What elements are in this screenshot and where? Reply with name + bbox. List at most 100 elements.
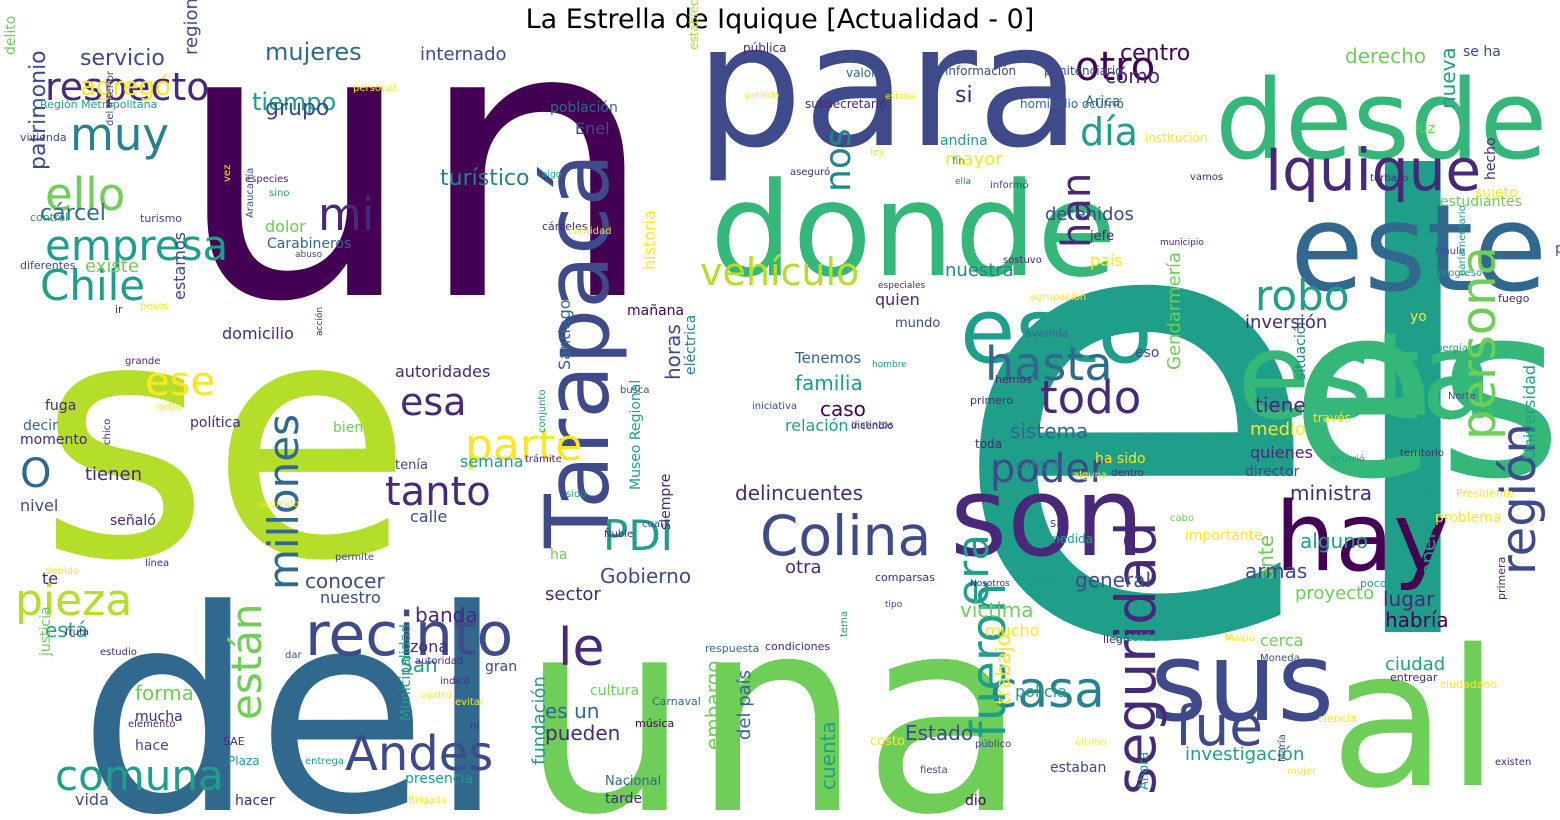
cloud-word: Colina: [760, 504, 931, 568]
cloud-word: sector: [545, 584, 601, 605]
cloud-word: política: [190, 415, 241, 431]
cloud-word: recinto: [305, 600, 513, 670]
cloud-word: nuestra: [945, 260, 1014, 281]
cloud-word: forma: [135, 681, 194, 705]
cloud-word: nuestro: [320, 588, 381, 607]
cloud-word: embargo: [701, 660, 725, 750]
cloud-word: sujeto: [1475, 185, 1518, 201]
cloud-word: O: [20, 451, 51, 497]
cloud-word: energía: [1430, 342, 1468, 354]
cloud-word: nivel: [20, 496, 58, 515]
cloud-word: pesos: [140, 301, 169, 312]
cloud-word: presencia: [405, 771, 473, 787]
cloud-word: millones: [259, 414, 308, 590]
cloud-word: Chile: [40, 261, 145, 310]
cloud-word: hay: [1275, 483, 1450, 593]
cloud-word: historia: [640, 210, 659, 270]
cloud-word: condiciones: [765, 640, 830, 653]
cloud-word: bien: [333, 420, 363, 436]
cloud-word: pueden: [545, 721, 620, 745]
cloud-word: lugar: [1383, 587, 1435, 611]
cloud-word: investigación: [1185, 744, 1304, 765]
cloud-word: jefe: [1089, 229, 1114, 244]
cloud-word: sí: [1050, 516, 1060, 530]
cloud-word: paciente: [1555, 241, 1560, 257]
cloud-word: acción: [314, 307, 325, 336]
cloud-word: Ñuble: [604, 527, 633, 540]
cloud-word: debido: [45, 566, 79, 577]
cloud-word: ciudad: [1385, 654, 1445, 675]
cloud-word: sino: [269, 188, 289, 199]
cloud-word: ciencia: [1318, 712, 1357, 725]
cloud-word: primera: [1495, 557, 1508, 600]
cloud-word: autoridades: [395, 362, 490, 381]
cloud-word: Gendarmería: [1164, 252, 1185, 370]
cloud-word: vamos: [1190, 172, 1223, 183]
cloud-word: delincuentes: [735, 481, 863, 505]
cloud-word: evitar: [455, 697, 485, 708]
cloud-word: son: [950, 453, 1144, 581]
cloud-word: respecto: [45, 65, 210, 109]
cloud-word: subsecretario: [805, 97, 886, 111]
cloud-word: especies: [245, 174, 289, 185]
cloud-word: eléctrica: [683, 315, 699, 375]
cloud-word: trabajo: [991, 634, 1015, 705]
cloud-word: agregó: [80, 72, 171, 102]
cloud-word: hemos: [995, 373, 1032, 386]
cloud-word: estudiantes: [1440, 194, 1522, 210]
cloud-word: mañana: [627, 303, 684, 319]
cloud-word: luz: [1415, 121, 1435, 137]
cloud-word: Tarapacá: [526, 153, 629, 549]
cloud-word: justicia: [38, 606, 54, 657]
cloud-word: Región Metropolitana: [40, 98, 157, 111]
cloud-word: robo: [1255, 271, 1349, 320]
cloud-word: María: [1276, 734, 1288, 762]
cloud-word: Moneda: [1260, 653, 1300, 664]
cloud-word: territorio: [1400, 448, 1444, 459]
cloud-word: han: [1054, 173, 1100, 248]
cloud-word: inversión: [1245, 312, 1327, 333]
cloud-word: gran: [485, 659, 517, 675]
cloud-word: este: [1290, 180, 1547, 319]
cloud-word: fruta: [65, 627, 89, 638]
cloud-word: Gobierno: [600, 564, 691, 588]
cloud-word: nueva: [1436, 47, 1460, 109]
cloud-word: hacer: [235, 793, 275, 809]
cloud-word: están: [222, 603, 271, 720]
cloud-word: es: [1290, 252, 1560, 532]
cloud-word: nos: [818, 128, 859, 192]
cloud-word: mundo: [895, 316, 940, 331]
cloud-word: banda: [415, 603, 478, 627]
cloud-word: domicilio: [222, 324, 294, 343]
cloud-word: ciudadano: [1440, 678, 1497, 691]
cloud-word: Tenemos: [794, 349, 861, 367]
cloud-word: Brigada: [408, 795, 447, 806]
cloud-word: otro: [1075, 44, 1155, 90]
cloud-word: situación: [1293, 317, 1309, 380]
cloud-word: parte: [465, 420, 582, 471]
cloud-word: tanto: [385, 469, 491, 515]
cloud-word: zona: [410, 637, 448, 656]
cloud-word: poder: [990, 446, 1107, 492]
cloud-word: fiesta: [920, 765, 948, 776]
cloud-word: indicó: [440, 675, 470, 687]
cloud-word: si: [955, 83, 973, 108]
cloud-word: detenidos: [1045, 204, 1134, 225]
cloud-word: muy: [70, 108, 169, 161]
cloud-word: municipio: [1160, 238, 1204, 248]
cloud-word: sido: [566, 489, 586, 500]
cloud-word: estamos: [170, 232, 189, 300]
cloud-word: armas: [1245, 559, 1307, 583]
cloud-word: música: [635, 717, 674, 730]
cloud-word: ha sido: [1095, 451, 1146, 467]
cloud-word: cultura: [590, 683, 639, 699]
cloud-word: cárcel: [40, 201, 106, 226]
cloud-word: dolor: [265, 217, 306, 236]
cloud-word: Presidente: [1456, 487, 1514, 500]
cloud-word: esta: [1237, 308, 1494, 447]
cloud-word: través: [1313, 411, 1351, 425]
cloud-word: aseguró: [790, 166, 830, 178]
cloud-word: ocurrido: [258, 499, 299, 510]
cloud-word: comparsas: [875, 571, 935, 584]
cloud-word: fue: [1175, 694, 1263, 758]
